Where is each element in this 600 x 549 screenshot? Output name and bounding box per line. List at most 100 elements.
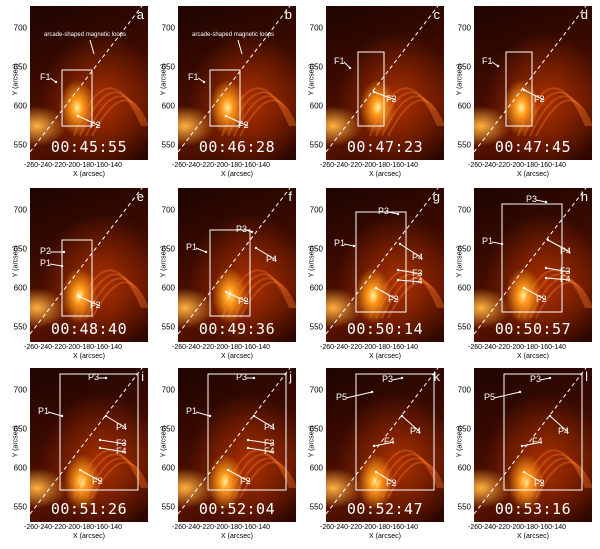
y-tick-label: 550 xyxy=(161,502,175,512)
feature-label: P3 xyxy=(530,374,542,384)
arrow-icon xyxy=(397,279,423,283)
arrowhead-icon xyxy=(76,294,80,298)
arrowhead-icon xyxy=(522,470,526,474)
arrow-icon xyxy=(197,77,205,83)
y-tick-label: 550 xyxy=(457,140,471,150)
solar-image xyxy=(30,368,148,522)
arrowhead-icon xyxy=(250,230,254,234)
arrowhead-icon xyxy=(208,414,212,418)
panel-label: j xyxy=(289,369,292,384)
arrowhead-icon xyxy=(78,468,82,472)
y-tick-label: 700 xyxy=(309,385,323,395)
image-panel-d: F1 F2 d 00:47:45 xyxy=(474,6,592,160)
overlay xyxy=(178,188,296,335)
timestamp: 00:48:40 xyxy=(50,320,128,338)
dashed-slit-line xyxy=(474,368,587,515)
feature-label: F2 xyxy=(388,294,399,304)
feature-label: P3 xyxy=(526,194,538,204)
arrow-icon xyxy=(47,411,63,417)
region-box xyxy=(59,373,139,491)
region-box xyxy=(505,51,533,127)
feature-label: P4 xyxy=(410,426,422,436)
region-box xyxy=(207,373,287,491)
y-axis: Y (arcsec) 700 650 600 550 xyxy=(154,6,178,160)
dashed-slit-line xyxy=(474,6,587,153)
arrowhead-icon xyxy=(544,200,548,204)
coronal-loop xyxy=(387,99,444,137)
y-tick-label: 600 xyxy=(13,463,27,473)
arrowhead-icon xyxy=(246,438,250,442)
x-tick-labels: -260-240-220-200-180-160-140 xyxy=(468,344,567,351)
caption-arrow-icon xyxy=(237,39,243,55)
y-axis: Y (arcsec) 700 650 600 550 xyxy=(6,368,30,522)
coronal-loop xyxy=(85,457,147,499)
coronal-loop xyxy=(529,457,591,499)
arrowhead-icon xyxy=(522,88,526,92)
feature-label: F4 xyxy=(116,446,127,456)
coronal-loop xyxy=(535,461,592,499)
region-box xyxy=(209,229,251,317)
y-tick-label: 700 xyxy=(13,205,27,215)
dashed-slit-line xyxy=(178,6,291,153)
x-axis-title: X (arcsec) xyxy=(517,171,549,178)
feature-label: F2 xyxy=(536,294,547,304)
arrowhead-icon xyxy=(548,376,552,380)
region-box xyxy=(357,51,385,127)
overlay xyxy=(326,188,444,335)
arrowhead-icon xyxy=(396,278,400,282)
arrow-icon xyxy=(493,391,521,399)
region-box xyxy=(355,211,407,313)
arrow-icon xyxy=(491,61,499,67)
timestamp: 00:52:47 xyxy=(346,500,424,518)
dashed-slit-line xyxy=(474,188,587,335)
coronal-loop xyxy=(369,87,439,137)
feature-label: F1 xyxy=(334,56,345,66)
feature-label: F2 xyxy=(534,94,545,104)
coronal-loop xyxy=(221,449,291,499)
x-tick-labels: -260-240-220-200-180-160-140 xyxy=(172,344,271,351)
feature-label: P1 xyxy=(334,238,346,248)
image-panel-g: P3 P1 P4 F3 F4 F2 g 00:50:14 xyxy=(326,188,444,342)
arrowhead-icon xyxy=(374,470,378,474)
panel-label: a xyxy=(136,7,144,22)
image-panel-h: P3 P1 P4 F3 F4 F2 h 00:50:57 xyxy=(474,188,592,342)
x-axis: -260-240-220-200-180-160-140 X (arcsec) xyxy=(24,523,164,545)
arrow-icon xyxy=(523,287,547,301)
caption-text: arcade-shaped magnetic loops xyxy=(192,32,275,38)
image-panel-j: P3 P1 P4 F3 F4 F2 j 00:52:04 xyxy=(178,368,296,522)
feature-label: P3 xyxy=(236,372,248,382)
coronal-loop xyxy=(221,269,291,319)
overlay xyxy=(474,6,592,153)
coronal-loop xyxy=(239,281,296,319)
feature-label: F2 xyxy=(386,94,397,104)
coronal-loop xyxy=(535,99,592,137)
dashed-slit-line xyxy=(30,6,143,153)
arrow-icon xyxy=(539,377,551,381)
timestamp: 00:50:57 xyxy=(494,320,572,338)
arrow-icon xyxy=(225,291,249,303)
feature-label: P5 xyxy=(336,392,348,402)
feature-label: P1 xyxy=(482,236,494,246)
coronal-loop xyxy=(381,95,443,137)
coronal-loop xyxy=(523,453,589,499)
overlay xyxy=(474,188,592,335)
coronal-loop xyxy=(233,95,295,137)
arrowhead-icon xyxy=(522,286,526,290)
image-panel-a: F1 F2 arcade-shaped magnetic loops a 00:45:5… xyxy=(30,6,148,160)
arrow-icon xyxy=(491,241,503,245)
arrow-icon xyxy=(247,447,275,453)
y-tick-label: 550 xyxy=(457,322,471,332)
y-tick-label: 650 xyxy=(13,62,27,72)
y-tick-label: 650 xyxy=(457,244,471,254)
x-tick-labels: -260-240-220-200-180-160-140 xyxy=(320,162,419,169)
arrow-icon xyxy=(225,115,249,127)
timestamp: 00:45:55 xyxy=(50,138,128,156)
timestamp: 00:49:36 xyxy=(198,320,276,338)
arrow-icon xyxy=(523,89,545,101)
arrowhead-icon xyxy=(104,376,108,380)
feature-label: P3 xyxy=(382,374,394,384)
arrowhead-icon xyxy=(60,414,64,418)
feature-label: F3 xyxy=(412,268,423,278)
y-tick-label: 550 xyxy=(309,322,323,332)
arrow-icon xyxy=(545,267,571,273)
